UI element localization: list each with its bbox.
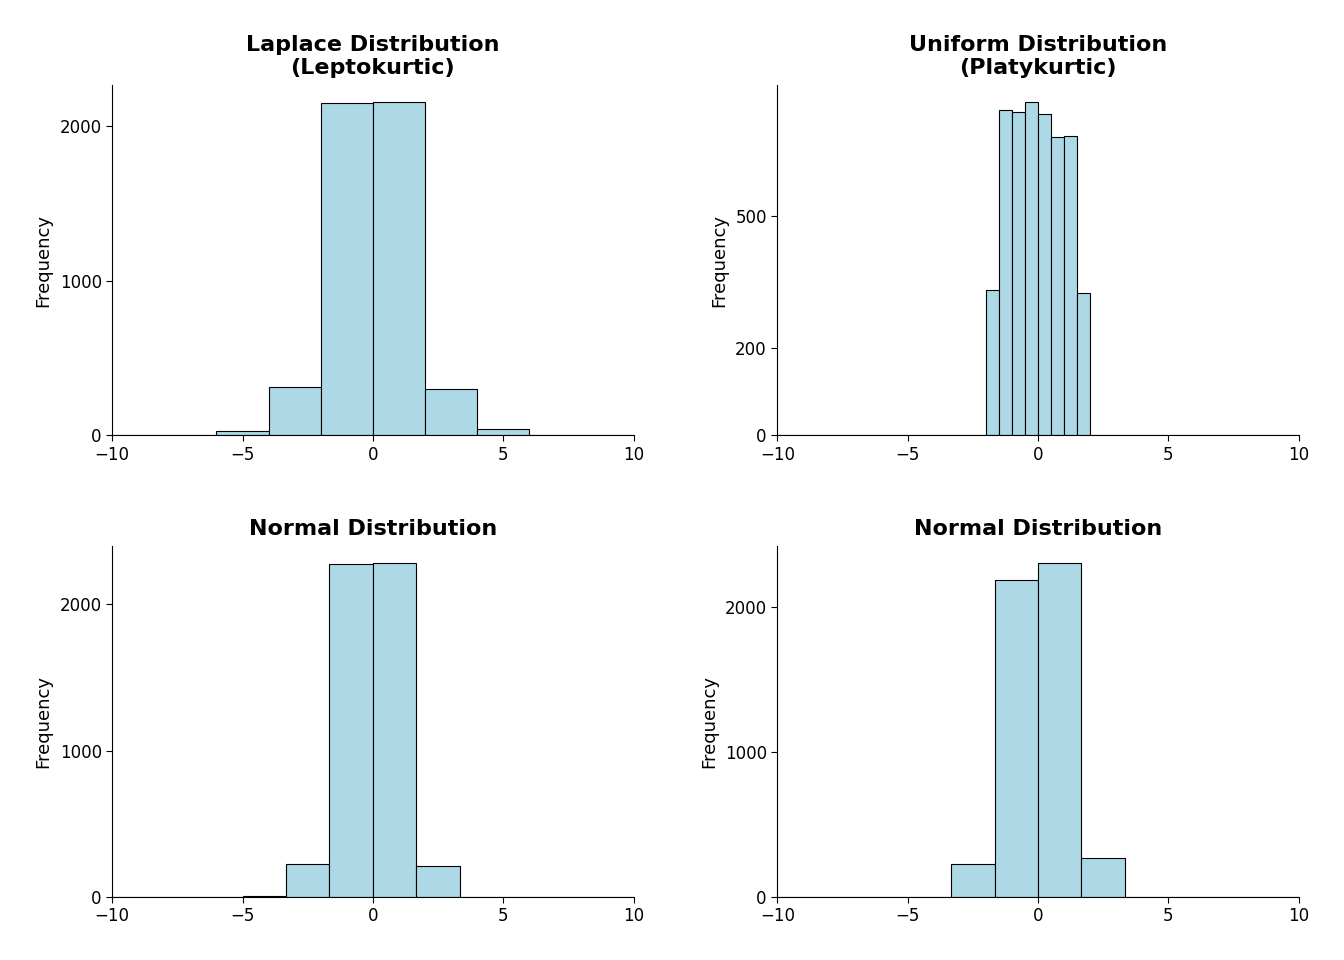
Title: Laplace Distribution
(Leptokurtic): Laplace Distribution (Leptokurtic) [246,35,500,78]
Bar [425,389,477,436]
Bar [417,866,460,897]
Bar [995,580,1038,897]
Bar [1012,112,1025,436]
Bar [477,429,530,436]
Y-axis label: Frequency: Frequency [710,214,728,306]
Bar [952,864,995,897]
Title: Uniform Distribution
(Platykurtic): Uniform Distribution (Platykurtic) [909,35,1167,78]
Title: Normal Distribution: Normal Distribution [914,519,1163,540]
Bar [1064,136,1077,436]
Bar [986,290,999,436]
Bar [1038,114,1051,436]
Y-axis label: Frequency: Frequency [700,675,718,768]
Bar [286,864,329,897]
Bar [1077,293,1090,436]
Bar [999,109,1012,436]
Bar [269,387,321,436]
Bar [321,103,372,436]
Bar [216,431,269,436]
Bar [1025,102,1038,436]
Title: Normal Distribution: Normal Distribution [249,519,497,540]
Bar [329,564,372,897]
Y-axis label: Frequency: Frequency [35,675,52,768]
Bar [1082,858,1125,897]
Bar [372,102,425,436]
Y-axis label: Frequency: Frequency [35,214,52,306]
Bar [1038,564,1082,897]
Bar [372,564,417,897]
Bar [1051,136,1064,436]
